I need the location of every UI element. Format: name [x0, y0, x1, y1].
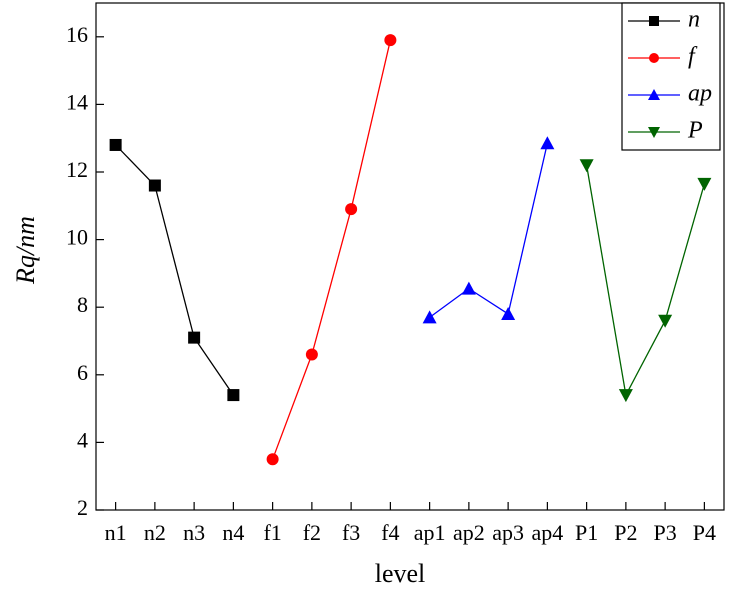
marker	[649, 53, 659, 63]
legend-label: f	[688, 44, 698, 70]
plot-frame	[95, 2, 725, 511]
marker	[697, 177, 712, 191]
y-tick-label: 16	[66, 22, 88, 47]
marker	[649, 16, 659, 26]
series-line	[585, 165, 705, 398]
marker	[579, 159, 594, 173]
marker	[540, 136, 555, 150]
series-line	[272, 40, 392, 460]
y-tick-label: 12	[66, 157, 88, 182]
x-tick-label: f3	[342, 520, 360, 545]
marker	[618, 389, 633, 403]
y-tick-label: 10	[66, 225, 88, 250]
legend-label: n	[688, 7, 700, 33]
marker	[109, 138, 122, 151]
marker	[658, 314, 673, 328]
y-tick-label: 6	[77, 360, 88, 385]
x-tick-label: n4	[222, 520, 244, 545]
x-tick-label: f1	[263, 520, 281, 545]
x-tick-label: P1	[575, 520, 598, 545]
y-tick-label: 14	[66, 89, 88, 114]
marker	[305, 348, 318, 361]
marker	[148, 179, 161, 192]
x-tick-label: P2	[614, 520, 637, 545]
y-tick-label: 4	[77, 427, 88, 452]
marker	[648, 89, 660, 100]
marker	[384, 34, 397, 47]
x-tick-label: ap1	[414, 520, 446, 545]
series-line	[115, 144, 234, 396]
marker	[422, 310, 437, 324]
x-axis-label: level	[375, 559, 426, 588]
x-tick-label: ap3	[492, 520, 524, 545]
marker	[227, 389, 240, 402]
x-tick-label: P4	[693, 520, 716, 545]
marker	[648, 127, 660, 138]
x-tick-label: ap2	[453, 520, 485, 545]
marker	[188, 331, 201, 344]
marker	[461, 281, 476, 295]
x-tick-label: f4	[381, 520, 399, 545]
y-axis-label: Rq/nm	[11, 216, 40, 285]
legend-box	[621, 2, 721, 151]
x-tick-label: f2	[303, 520, 321, 545]
legend-label: ap	[688, 81, 712, 107]
x-tick-label: n3	[183, 520, 205, 545]
marker	[501, 306, 516, 320]
x-tick-label: n1	[105, 520, 127, 545]
y-tick-label: 2	[77, 495, 88, 520]
series-line	[429, 143, 549, 318]
x-tick-label: n2	[144, 520, 166, 545]
y-tick-label: 8	[77, 292, 88, 317]
marker	[345, 203, 358, 216]
marker	[266, 453, 279, 466]
x-tick-label: P3	[654, 520, 677, 545]
legend-label: P	[687, 118, 703, 144]
x-tick-label: ap4	[531, 520, 563, 545]
